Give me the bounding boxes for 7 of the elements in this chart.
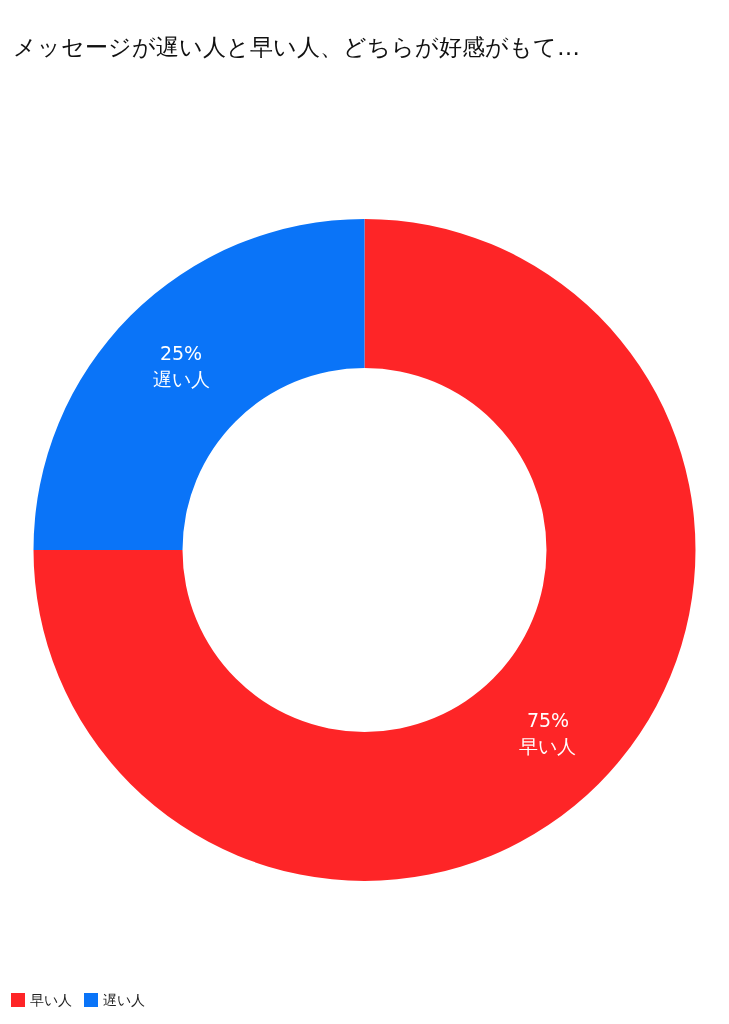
legend-label: 早い人 — [30, 992, 72, 1008]
legend-label: 遅い人 — [103, 992, 145, 1008]
data-label: 75% — [526, 709, 570, 732]
slice-label: 早い人 — [519, 735, 577, 758]
slice-label: 遅い人 — [152, 368, 210, 391]
chart-title: メッセージが遅い人と早い人、どちらが好感がもて… — [13, 33, 580, 60]
data-label: 25% — [159, 342, 203, 365]
